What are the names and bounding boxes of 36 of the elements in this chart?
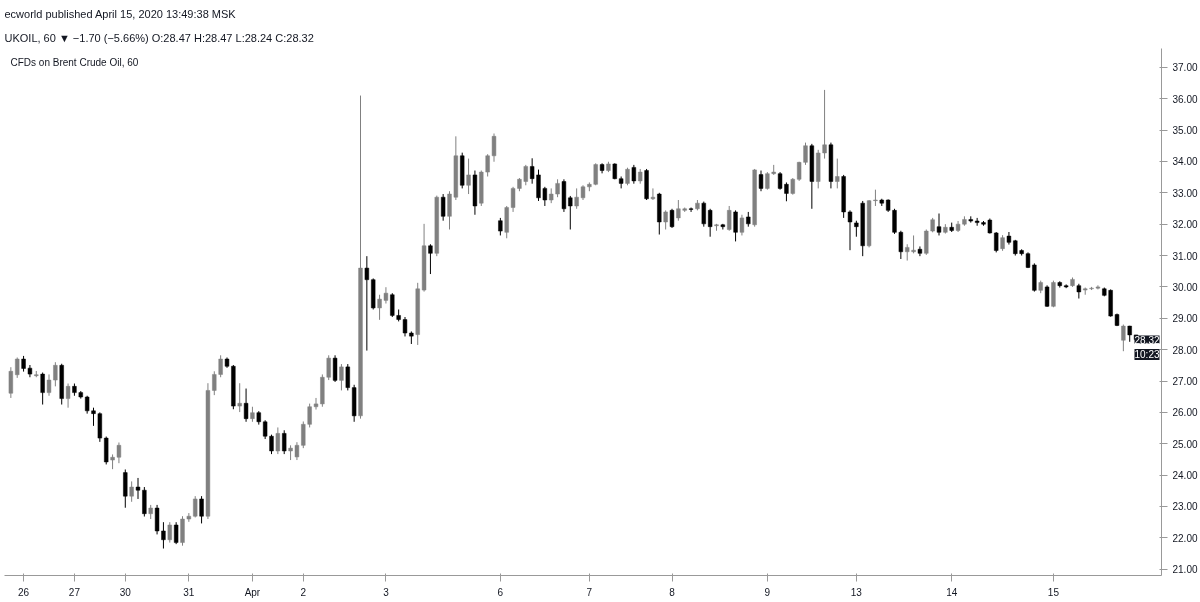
x-tick-label: 6 xyxy=(497,586,504,598)
x-tick-label: 26 xyxy=(18,586,30,598)
y-tick-label: 21.00 xyxy=(1172,564,1198,576)
y-tick-label: 30.00 xyxy=(1172,281,1198,293)
y-tick-label: 34.00 xyxy=(1172,156,1198,168)
y-tick-label: 28.00 xyxy=(1172,344,1198,356)
y-tick-label: 29.00 xyxy=(1172,313,1198,325)
y-tick-label: 27.00 xyxy=(1172,376,1198,388)
x-tick-label: Apr xyxy=(244,586,261,598)
x-tick-label: 13 xyxy=(850,586,863,598)
y-tick-label: 22.00 xyxy=(1172,532,1198,544)
x-tick-label: 27 xyxy=(68,586,81,598)
y-tick-label: 37.00 xyxy=(1172,62,1198,74)
annotation: CFDs on Brent Crude Oil, 60 xyxy=(10,56,139,68)
y-tick-label: 23.00 xyxy=(1172,501,1198,513)
y-tick-label: 35.00 xyxy=(1172,125,1198,137)
y-tick-label: 36.00 xyxy=(1172,93,1198,105)
x-tick-label: 9 xyxy=(764,586,771,598)
y-tick-label: 26.00 xyxy=(1172,407,1198,419)
chart-subtitle: UKOIL, 60 ▼ −1.70 (−5.66%) O:28.47 H:28.47 L:28.24 C:28.32 xyxy=(4,31,314,44)
x-tick-label: 2 xyxy=(300,586,307,598)
annotation: 10:23 xyxy=(1134,349,1160,361)
y-tick-label: 32.00 xyxy=(1172,219,1198,231)
x-tick-label: 3 xyxy=(383,586,390,598)
y-tick-label: 31.00 xyxy=(1172,250,1198,262)
chart-title: ecworld published April 15, 2020 13:49:38 MSK xyxy=(4,7,237,20)
x-tick-label: 7 xyxy=(586,586,593,598)
x-tick-label: 8 xyxy=(669,586,676,598)
x-tick-label: 15 xyxy=(1047,586,1060,598)
y-tick-label: 33.00 xyxy=(1172,187,1198,199)
x-tick-label: 14 xyxy=(946,586,958,598)
x-tick-label: 31 xyxy=(183,586,195,598)
y-tick-label: 25.00 xyxy=(1172,438,1198,450)
x-tick-label: 30 xyxy=(119,586,132,598)
y-tick-label: 24.00 xyxy=(1172,470,1198,482)
annotation: 28.32 xyxy=(1134,334,1160,346)
